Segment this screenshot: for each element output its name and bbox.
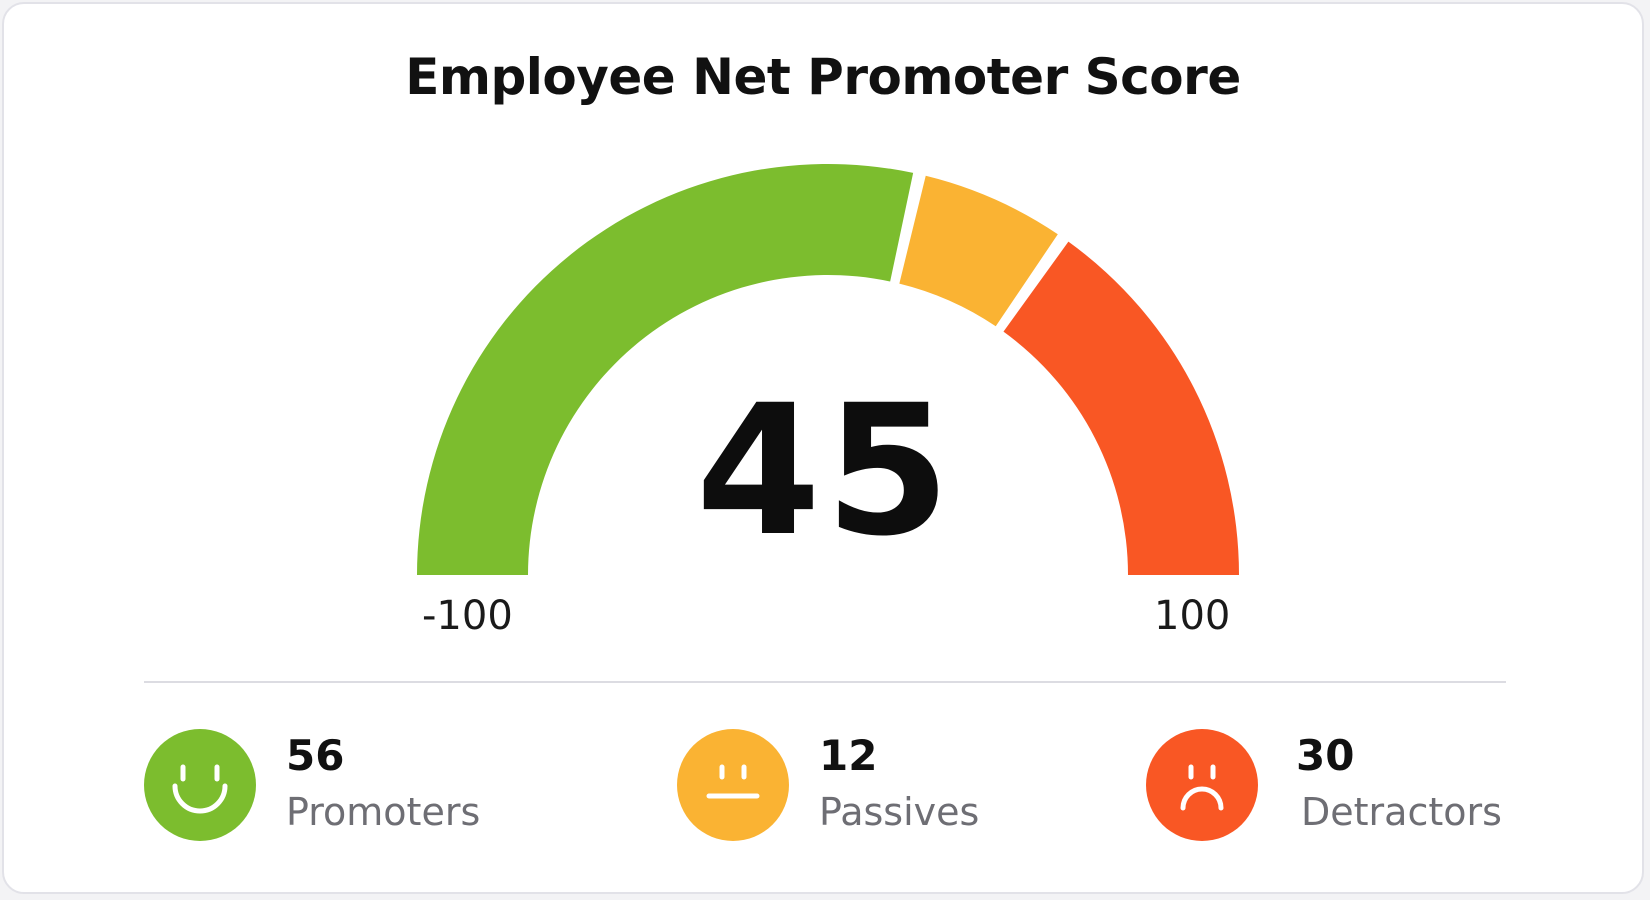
gauge-segment-detractors xyxy=(1003,241,1239,575)
passives-count: 12 xyxy=(819,731,878,780)
passives-label: Passives xyxy=(819,790,980,834)
divider xyxy=(144,681,1506,683)
smile-icon xyxy=(144,729,256,841)
gauge-chart xyxy=(417,163,1239,576)
promoters-label: Promoters xyxy=(286,790,481,834)
gauge-segment-promoters xyxy=(417,163,914,576)
promoters-count: 56 xyxy=(286,731,345,780)
chart-title: Employee Net Promoter Score xyxy=(405,48,1241,106)
frown-icon xyxy=(1146,729,1258,841)
axis-min-label: -100 xyxy=(422,593,513,639)
axis-max-label: 100 xyxy=(1154,593,1231,639)
gauge-segment-passives xyxy=(899,175,1058,327)
detractors-count: 30 xyxy=(1296,731,1355,780)
detractors-label: Detractors xyxy=(1301,790,1502,834)
score-value: 45 xyxy=(695,367,955,576)
neutral-face-icon xyxy=(677,729,789,841)
